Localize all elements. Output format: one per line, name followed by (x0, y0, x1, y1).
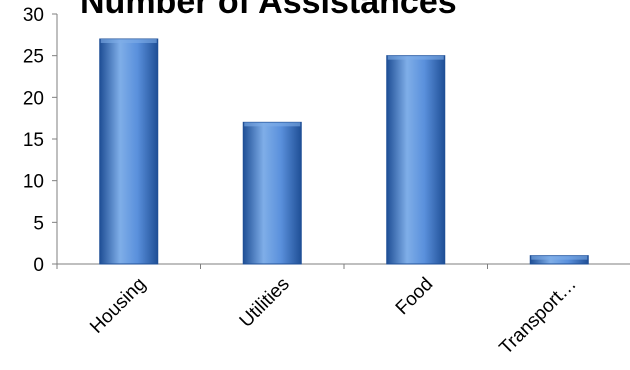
y-tick-label: 10 (23, 172, 44, 193)
y-tick-label: 30 (23, 5, 44, 26)
bar-cap (244, 122, 301, 127)
chart-title: Number of Assistances (80, 0, 457, 21)
bar-housing (99, 38, 159, 265)
x-tick-label: Housing (86, 274, 150, 338)
bar-cap (100, 39, 157, 43)
x-tick-label: Utilities (236, 274, 294, 332)
bar-cap (531, 255, 588, 260)
y-tick-label: 20 (23, 88, 44, 109)
bar-food (386, 55, 446, 265)
y-tick-label: 15 (23, 130, 44, 151)
y-tick-label: 5 (33, 213, 44, 234)
bar-cap (387, 55, 444, 60)
bar-utilities (242, 121, 302, 265)
x-tick-label: Transport… (496, 274, 581, 359)
y-tick-label: 0 (33, 255, 44, 276)
x-tick-label: Food (392, 274, 437, 319)
plot-area: 0 5 10 15 20 25 30 Housing Utilities Food Transpor… (23, 5, 630, 359)
y-tick-label: 25 (23, 47, 44, 68)
